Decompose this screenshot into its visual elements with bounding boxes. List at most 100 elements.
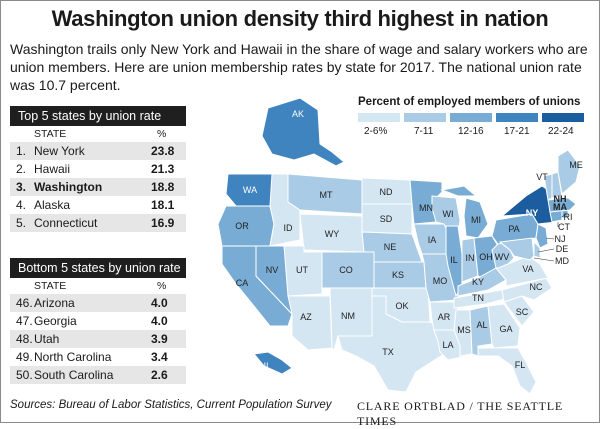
state-label-ar: AR [438,312,451,322]
state-label-nv: NV [266,265,279,275]
union-pct: 18.8 [151,180,175,194]
state-label-ut: UT [296,265,308,275]
rank: 50. [16,368,33,382]
union-pct: 3.4 [151,350,168,364]
table-row: 5. Connecticut 16.9 [10,214,186,232]
table-row: 4. Alaska 18.1 [10,196,186,214]
credit-line: CLARE ORTBLAD / THE SEATTLE TIMES [357,399,563,428]
state-name: New York [34,144,85,158]
state-label-co: CO [339,265,353,275]
legend-label-1: 7-11 [414,126,434,137]
state-label-vt: VT [536,172,548,182]
union-pct: 3.9 [151,332,168,346]
rank: 2. [16,162,27,176]
pct-column-label: % [157,280,167,292]
state-nh [551,171,563,199]
table-row: 47. Georgia 4.0 [10,312,186,330]
leader-line-ri [561,213,567,218]
state-name: Utah [34,332,60,346]
state-label-wy: WY [325,229,340,239]
top-states-table: Top 5 states by union rate STATE % 1. New… [10,106,186,232]
top-table-column-header: STATE % [10,126,186,142]
legend-swatch-4 [542,113,584,122]
state-label-il: IL [450,255,458,265]
bottom-table-column-header: STATE % [10,278,186,294]
state-label-ca: CA [236,278,249,288]
state-label-ga: GA [499,324,512,334]
state-hi [253,351,293,375]
state-label-me: ME [569,160,583,170]
rank: 46. [16,296,33,310]
state-label-mn: MN [419,203,433,213]
state-label-la: LA [442,340,453,350]
state-label-md: MD [555,256,569,266]
state-ma [547,197,577,213]
state-label-tn: TN [472,293,484,303]
state-label-ms: MS [457,325,471,335]
table-row-highlight: 3. Washington 18.8 [10,178,186,196]
state-column-label: STATE [34,280,67,292]
state-name: South Carolina [34,368,114,382]
legend-swatch-3 [496,113,538,122]
state-fl [477,347,537,394]
state-label-sc: SC [516,307,529,317]
state-column-label: STATE [34,128,67,140]
state-label-ny: NY [526,208,539,218]
state-label-ky: KY [472,277,484,287]
state-label-az: AZ [300,312,312,322]
state-label-hi: HI [260,361,269,371]
legend-swatches [358,113,588,122]
state-label-ks: KS [392,270,404,280]
state-me [557,149,581,195]
state-label-de: DE [556,244,569,254]
us-union-map: AK HI WA OR CA NV ID MT WY UT AZ CO NM ND SD NE KS OK TX MN… [217,97,583,394]
rank: 3. [16,180,27,194]
state-label-or: OR [235,221,249,231]
union-pct: 23.8 [151,144,175,158]
state-nj [535,223,549,249]
state-label-ia: IA [428,235,437,245]
map-legend: Percent of employed members of unions 2-… [358,96,588,137]
union-pct: 4.0 [151,314,168,328]
legend-label-2: 12-16 [458,126,484,137]
state-label-ri: RI [564,212,573,222]
legend-label-4: 22-24 [548,126,574,137]
state-label-fl: FL [515,360,526,370]
legend-title: Percent of employed members of unions [358,96,581,108]
union-pct: 21.3 [151,162,175,176]
rank: 4. [16,198,27,212]
leader-line-de [537,248,555,253]
state-label-mt: MT [320,190,333,200]
legend-swatch-0 [358,113,400,122]
state-name: Arizona [34,296,75,310]
state-label-al: AL [476,320,487,330]
state-ga [487,303,521,349]
state-label-nh: NH [554,194,567,204]
state-label-wa: WA [243,185,257,195]
table-row: 2. Hawaii 21.3 [10,160,186,178]
state-name: North Carolina [34,350,112,364]
state-label-wi: WI [443,209,454,219]
state-label-nd: ND [380,187,393,197]
state-name: Hawaii [34,162,71,176]
rank: 47. [16,314,33,328]
bottom-table-rows: 46. Arizona 4.0 47. Georgia 4.0 48. Utah 3.9 4… [10,294,186,384]
state-label-mi: MI [471,215,481,225]
state-label-mo: MO [433,276,448,286]
rank: 5. [16,216,27,230]
state-de [533,240,541,259]
top-table-heading: Top 5 states by union rate [10,106,186,126]
state-va [495,255,549,287]
state-name: Georgia [34,314,77,328]
state-label-ak: AK [292,109,304,119]
bottom-table-heading: Bottom 5 states by union rate [10,258,186,278]
table-row: 49. North Carolina 3.4 [10,348,186,366]
state-label-ok: OK [395,301,408,311]
state-label-pa: PA [508,224,519,234]
state-label-nj: NJ [555,234,566,244]
top-table-rows: 1. New York 23.8 2. Hawaii 21.3 3. Washington… [10,142,186,232]
state-name: Washington [34,180,103,194]
table-row: 48. Utah 3.9 [10,330,186,348]
table-row: 1. New York 23.8 [10,142,186,160]
leader-line-md [533,257,555,262]
